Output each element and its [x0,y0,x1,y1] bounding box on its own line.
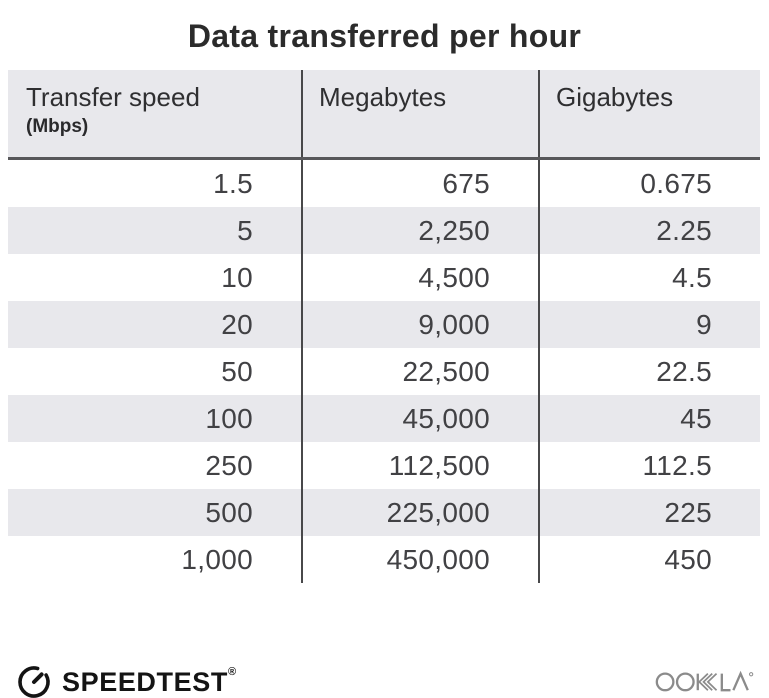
cell-speed: 10 [221,261,253,293]
data-table: Transfer speed (Mbps) Megabytes Gigabyte… [8,70,760,583]
cell-speed: 5 [237,214,253,246]
speedtest-wordmark: SPEEDTEST® [62,666,236,698]
cell-gigabytes: 45 [538,395,760,442]
speedtest-label: SPEEDTEST [62,667,228,697]
table-row: 100 45,000 45 [8,395,760,442]
cell-megabytes: 9,000 [301,301,538,348]
footer: SPEEDTEST® [0,658,769,698]
cell-gigabytes: 0.675 [538,160,760,207]
cell-speed: 250 [205,449,253,481]
cell-speed: 50 [221,355,253,387]
page-title: Data transferred per hour [187,18,582,54]
table-body: 1.5 675 0.675 5 2,250 2.25 10 4,500 4.5 … [8,160,760,583]
table-row: 1,000 450,000 450 [8,536,760,583]
cell-gigabytes: 22.5 [538,348,760,395]
table-header-row: Transfer speed (Mbps) Megabytes Gigabyte… [8,70,760,160]
cell-megabytes: 675 [301,160,538,207]
cell-gigabytes: 9 [538,301,760,348]
cell-gigabytes: 4.5 [538,254,760,301]
cell-megabytes: 22,500 [301,348,538,395]
cell-megabytes: 45,000 [301,395,538,442]
table-row: 20 9,000 9 [8,301,760,348]
infographic-page: Data transferred per hour Transfer speed… [0,16,769,698]
speedtest-logo: SPEEDTEST® [14,660,236,698]
column-header-label: Gigabytes [556,82,674,112]
cell-speed: 500 [205,496,253,528]
cell-speed: 1.5 [213,167,253,199]
column-header-unit: (Mbps) [26,116,89,137]
column-header-gigabytes: Gigabytes [538,70,760,157]
cell-megabytes: 225,000 [301,489,538,536]
cell-megabytes: 2,250 [301,207,538,254]
table-row: 10 4,500 4.5 [8,254,760,301]
cell-gigabytes: 225 [538,489,760,536]
cell-megabytes: 112,500 [301,442,538,489]
table-row: 5 2,250 2.25 [8,207,760,254]
registered-mark: ® [227,666,237,678]
ookla-logo [655,665,755,698]
cell-megabytes: 450,000 [301,536,538,583]
cell-gigabytes: 450 [538,536,760,583]
column-header-transfer-speed: Transfer speed (Mbps) [8,70,301,157]
cell-speed: 100 [205,402,253,434]
table-row: 1.5 675 0.675 [8,160,760,207]
table-row: 500 225,000 225 [8,489,760,536]
table-row: 50 22,500 22.5 [8,348,760,395]
column-header-label: Megabytes [319,82,447,112]
column-header-label: Transfer speed [26,82,200,112]
cell-megabytes: 4,500 [301,254,538,301]
cell-speed: 20 [221,308,253,340]
speedtest-gauge-icon [14,660,54,698]
table-row: 250 112,500 112.5 [8,442,760,489]
cell-gigabytes: 112.5 [538,442,760,489]
column-header-megabytes: Megabytes [301,70,538,157]
cell-gigabytes: 2.25 [538,207,760,254]
cell-speed: 1,000 [181,543,253,575]
